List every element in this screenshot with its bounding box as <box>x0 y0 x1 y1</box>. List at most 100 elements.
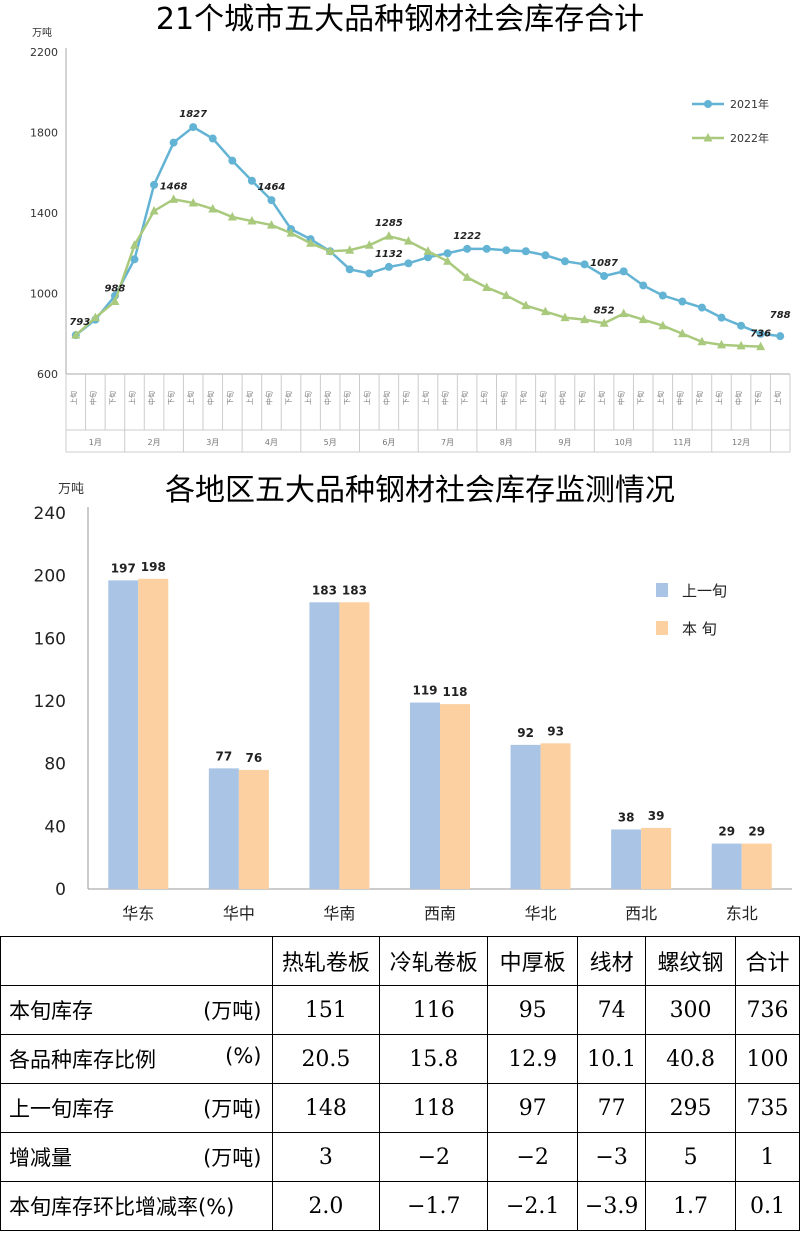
series-2022-point <box>306 238 316 247</box>
series-2021-point <box>169 138 178 147</box>
x-tick-decade: 中旬 <box>88 391 97 405</box>
series-2022-point <box>188 197 198 207</box>
y-tick-label: 1800 <box>30 127 58 140</box>
x-tick-month: 7月 <box>441 438 454 447</box>
bar-value-label: 93 <box>547 724 564 738</box>
series-2022-point <box>247 216 257 225</box>
x-tick-decade: 上旬 <box>538 391 547 405</box>
x-tick-decade: 上旬 <box>597 391 606 405</box>
x-tick-decade: 中旬 <box>441 391 450 405</box>
table-cell: 295 <box>645 1083 737 1133</box>
x-tick-month: 12月 <box>732 438 750 447</box>
x-tick-month: 11月 <box>673 438 691 447</box>
bar-chart-panel: 各地区五大品种钢材社会库存监测情况 万吨 0 40 80 120 160 200 240 197… <box>0 455 800 935</box>
table-cell: 100 <box>735 1034 800 1084</box>
data-label: 1827 <box>179 109 207 120</box>
series-2022-point <box>756 341 766 351</box>
table-row: 本旬库存环比增减率(%) 2.0 −1.7 −2.1 −3.9 1.7 0.1 <box>0 1181 800 1231</box>
series-2021-point <box>267 196 276 205</box>
series-2022-point <box>697 336 707 346</box>
series-2022-point <box>736 340 746 350</box>
series-2021-point <box>560 257 569 266</box>
x-tick-month: 1月 <box>89 438 102 447</box>
bar-previous <box>410 702 440 889</box>
y-tick-label: 1000 <box>30 288 58 301</box>
table-cell: 2.0 <box>271 1181 381 1231</box>
series-2021-point <box>658 291 667 300</box>
bar-value-label: 118 <box>442 685 467 699</box>
x-tick-decade: 中旬 <box>264 391 273 405</box>
series-2022-point <box>286 228 296 237</box>
data-label: 1464 <box>258 182 286 193</box>
x-tick-decade: 上旬 <box>773 391 782 405</box>
series-2022-point <box>266 220 276 229</box>
data-label: 793 <box>69 317 90 328</box>
row-label: 本旬库存环比增减率(%) <box>0 1181 273 1231</box>
x-tick-label: 华北 <box>525 904 557 923</box>
series-2021-point <box>404 259 413 268</box>
bar-current <box>440 704 470 889</box>
bar-value-label: 183 <box>312 583 337 597</box>
series-2022-point <box>169 194 179 203</box>
x-tick-label: 西南 <box>424 904 456 923</box>
x-tick-decade: 下旬 <box>284 391 293 405</box>
series-2022-point <box>638 314 648 324</box>
x-tick-decade: 上旬 <box>421 391 430 405</box>
data-label: 1468 <box>160 181 188 192</box>
data-label: 1222 <box>453 231 481 242</box>
series-2021-point <box>756 329 765 338</box>
series-2021-point <box>384 262 393 271</box>
legend-swatch <box>656 621 668 635</box>
table-cell: 15.8 <box>379 1034 489 1084</box>
table-cell: −3.9 <box>577 1181 647 1231</box>
series-2022-point <box>658 320 668 330</box>
x-tick-decade: 上旬 <box>186 391 195 405</box>
bar-value-label: 29 <box>718 825 735 839</box>
line-chart-title: 21个城市五大品种钢材社会库存合计 <box>155 2 645 37</box>
series-2022-point <box>227 212 237 221</box>
series-2022-point <box>501 290 511 300</box>
series-2021-point <box>208 134 217 143</box>
bar-current <box>138 578 169 889</box>
table-row: 本旬库存 (万吨) 151 116 95 74 300 736 <box>0 985 800 1035</box>
row-label-text: 本旬库存环比增减率(%) <box>9 1195 235 1219</box>
x-tick-month: 6月 <box>382 438 395 447</box>
series-2021-point <box>463 244 472 253</box>
series-2022-point <box>540 306 550 316</box>
series-2021-point <box>678 297 687 306</box>
series-2021-point <box>619 267 628 276</box>
column-header: 中厚板 <box>487 936 579 986</box>
series-2022-point <box>462 272 472 281</box>
series-2021-point <box>189 123 198 132</box>
table-cell: −3 <box>577 1132 647 1182</box>
inventory-table: 热轧卷板 冷轧卷板 中厚板 线材 螺纹钢 合计 本旬库存 (万吨) 151 116 95 74 300 7… <box>0 936 800 1231</box>
x-tick-month: 10月 <box>615 438 633 447</box>
bar-previous <box>108 580 139 889</box>
x-tick-label: 华东 <box>122 904 154 923</box>
bar-previous <box>309 602 340 889</box>
table-header-row: 热轧卷板 冷轧卷板 中厚板 线材 螺纹钢 合计 <box>0 936 800 986</box>
series-2022-point <box>677 328 687 338</box>
series-2021-point <box>521 247 530 256</box>
legend-label: 2022年 <box>730 131 769 145</box>
x-tick-decade: 中旬 <box>382 391 391 405</box>
series-2021-point <box>424 253 432 262</box>
table-cell: 148 <box>271 1083 381 1133</box>
table-cell: 1.7 <box>645 1181 737 1231</box>
x-tick-decade: 下旬 <box>754 391 763 405</box>
series-2022-point <box>110 296 120 306</box>
bar-current <box>238 769 269 889</box>
x-tick-decade: 下旬 <box>108 391 117 405</box>
table-cell: 151 <box>271 985 381 1035</box>
series-2021-point <box>580 260 589 269</box>
series-2022-point <box>129 240 139 249</box>
series-2022-point <box>717 339 727 349</box>
row-label: 上一旬库存 (万吨) <box>0 1083 273 1133</box>
bar-previous <box>510 744 541 889</box>
x-tick-decade: 上旬 <box>480 391 489 405</box>
series-2021-point <box>639 281 648 290</box>
x-tick-month: 3月 <box>206 438 219 447</box>
bar-value-label: 77 <box>216 749 233 763</box>
x-tick-label: 华南 <box>323 904 355 923</box>
bar-value-label: 76 <box>246 751 263 765</box>
